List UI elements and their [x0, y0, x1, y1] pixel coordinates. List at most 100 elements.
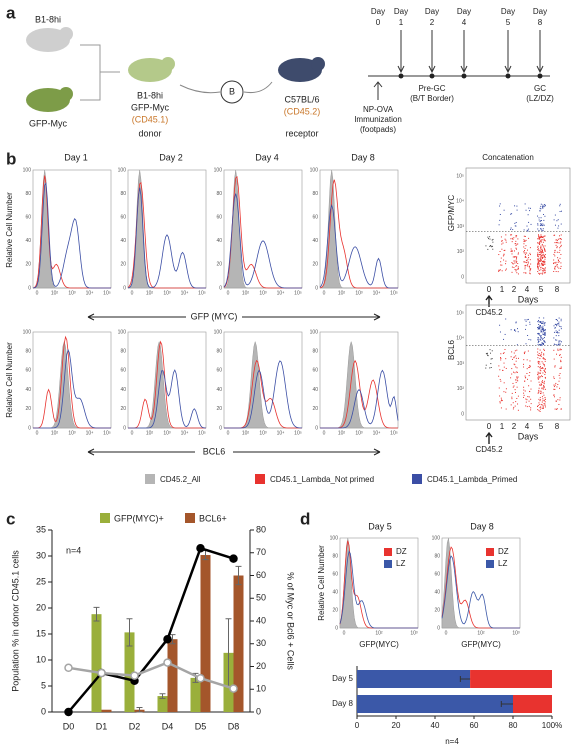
hist-ytick: 60 [216, 368, 222, 374]
scatter-dot [556, 339, 558, 341]
scatter-dot [515, 225, 517, 227]
scatter-dot [554, 365, 556, 367]
scatter-dot [511, 249, 513, 251]
scatter-dot [554, 384, 556, 386]
scatter-dot [491, 246, 493, 248]
hist-curve [223, 169, 302, 289]
hist-curve [128, 340, 206, 429]
scatter-dot [560, 326, 562, 328]
bar [167, 639, 178, 712]
hist-xtick: 10³ [355, 290, 363, 296]
hist-ytick: 60 [312, 368, 318, 374]
scatter-dot [524, 240, 526, 242]
scatter-dot [523, 353, 525, 355]
scatter-dot [558, 267, 560, 269]
scatter-dot [500, 400, 502, 402]
scatter-dot [543, 255, 545, 257]
hist-xtick: 0 [445, 630, 448, 636]
scatter-dot [503, 254, 505, 256]
hist-xtick: 10⁴ [373, 290, 381, 296]
scatter-dot [539, 354, 541, 356]
scatter-dot [558, 340, 560, 342]
scatter-dot [526, 399, 528, 401]
scatter-dot [516, 243, 518, 245]
hist-xtick: 10² [146, 430, 154, 436]
scatter-dot [516, 379, 518, 381]
scatter-dot [540, 390, 542, 392]
receptor-label: C57BL/6 [284, 94, 319, 104]
scatter-dot [527, 378, 529, 380]
scatter-dot [559, 397, 561, 399]
scatter-dot [543, 382, 545, 384]
scatter-dot [555, 331, 557, 333]
scatter-dot [514, 205, 516, 207]
scatter-dot [539, 321, 541, 323]
scatter-dot [527, 264, 529, 266]
y2-tick-label: 80 [256, 524, 266, 534]
x-tick-label: 20 [392, 721, 401, 730]
hist-xtick: 10³ [163, 430, 171, 436]
scatter-dot [540, 256, 542, 258]
scatter-dot [514, 256, 516, 258]
bar [91, 614, 102, 712]
scatter-dot [556, 246, 558, 248]
scatter-dot [491, 350, 493, 352]
scatter-dot [517, 253, 519, 255]
scatter-dot [537, 348, 539, 350]
scatter-dot [528, 405, 530, 407]
scatter-dot [510, 248, 512, 250]
scatter-dot [554, 388, 556, 390]
scatter-dot [541, 322, 543, 324]
scatter-dot [538, 324, 540, 326]
hist-ytick: 0 [219, 285, 222, 291]
scatter-dot [538, 340, 540, 342]
scatter-dot [513, 406, 515, 408]
scatter-dot [557, 332, 559, 334]
scatter-dot [555, 242, 557, 244]
scatter-dot [538, 219, 540, 221]
scatter-dot [560, 245, 562, 247]
scatter-dot [513, 363, 515, 365]
scatter-dot [498, 387, 500, 389]
day-label: Day [425, 7, 439, 16]
scatter-dot [516, 248, 518, 250]
scatter-dot [515, 265, 517, 267]
scatter-dot [537, 344, 539, 346]
scatter-dot [539, 254, 541, 256]
scatter-dot [524, 265, 526, 267]
timeline-note: (LZ/DZ) [526, 94, 554, 103]
scatter-dot [524, 380, 526, 382]
hist-ytick: 20 [120, 262, 126, 268]
scatter-dot [542, 270, 544, 272]
scatter-dot [542, 367, 544, 369]
transfer-label: B [229, 86, 235, 96]
scatter-dot [499, 219, 501, 221]
scatter-dot [525, 261, 527, 263]
scatter-dot [523, 239, 525, 241]
scatter-dot [504, 348, 506, 350]
scatter-dot [503, 366, 505, 368]
donor-label: GFP-Myc [131, 102, 169, 112]
scatter-dot [560, 262, 562, 264]
scatter-dot [542, 328, 544, 330]
scatter-dot [560, 244, 562, 246]
scatter-dot [556, 264, 558, 266]
scatter-dot [523, 261, 525, 263]
scatter-dot [515, 236, 517, 238]
scatter-dot [503, 338, 505, 340]
scatter-dot [538, 338, 540, 340]
hist-ytick: 40 [312, 387, 318, 393]
hist-ytick: 40 [120, 238, 126, 244]
x-axis-label: Days [518, 294, 539, 304]
hist-xtick: 0 [131, 430, 134, 436]
scatter-dot [544, 372, 546, 374]
scatter-dot [512, 386, 514, 388]
hist-ytick: 60 [25, 215, 31, 221]
scatter-dot [516, 397, 518, 399]
arrow [397, 30, 405, 74]
scatter-dot [515, 256, 517, 258]
scatter-dot [554, 255, 556, 257]
scatter-dot [513, 352, 515, 354]
scatter-dot [541, 263, 543, 265]
scatter-dot [530, 398, 532, 400]
